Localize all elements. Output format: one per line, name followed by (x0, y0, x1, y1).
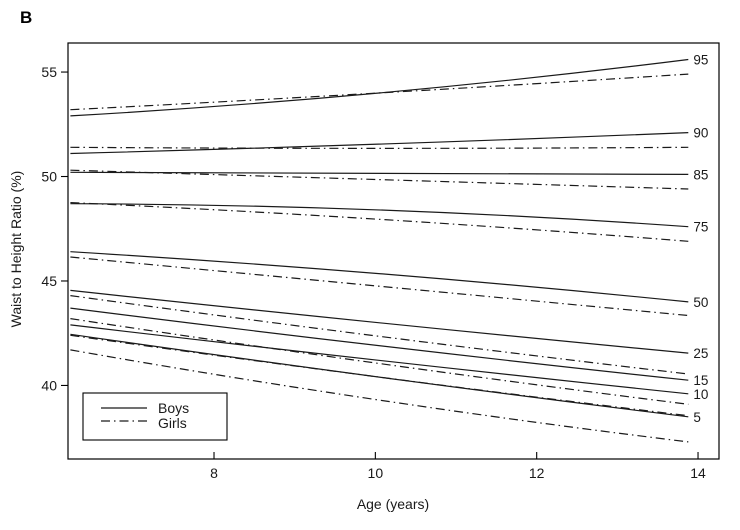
legend-box (82, 392, 228, 441)
y-axis-title: Waist to Height Ratio (%) (8, 170, 24, 328)
series-line-girls-p75 (70, 202, 689, 242)
x-tick-label: 10 (368, 465, 384, 481)
x-tick-label: 12 (529, 465, 545, 481)
series-line-boys-p25 (70, 289, 689, 354)
panel-label: B (20, 8, 33, 27)
percentile-label-85: 85 (693, 167, 708, 182)
series-line-girls-p90 (70, 146, 689, 149)
series-line-boys-p75 (70, 203, 689, 228)
series-line-girls-p25 (70, 295, 689, 375)
y-tick-label: 45 (41, 273, 57, 289)
y-tick-label: 55 (41, 64, 57, 80)
series-line-boys-p15 (70, 307, 689, 381)
legend-label-boys: Boys (158, 400, 189, 416)
series-line-girls-p85 (70, 169, 689, 190)
series-line-boys-p50 (70, 251, 689, 303)
percentile-label-5: 5 (693, 410, 701, 425)
percentile-label-15: 15 (693, 373, 708, 388)
percentile-label-75: 75 (693, 220, 708, 235)
x-tick-label: 8 (210, 465, 218, 481)
y-tick-label: 40 (41, 377, 57, 393)
series-line-boys-p5 (70, 333, 689, 418)
percentile-label-90: 90 (693, 126, 708, 141)
series-line-girls-p5 (70, 349, 689, 443)
percentile-label-95: 95 (693, 53, 708, 68)
series-line-girls-p95 (70, 73, 689, 111)
percentile-label-50: 50 (693, 295, 708, 310)
series-line-girls-p50 (70, 256, 689, 317)
series-line-boys-p95 (70, 58, 689, 117)
series-line-girls-p10 (70, 334, 689, 417)
series-line-boys-p85 (70, 171, 689, 175)
series-line-boys-p10 (70, 324, 689, 395)
series-line-boys-p90 (70, 132, 689, 155)
percentile-label-10: 10 (693, 387, 708, 402)
series-line-girls-p15 (70, 318, 689, 405)
legend-label-girls: Girls (158, 415, 187, 431)
x-axis-title: Age (years) (356, 496, 430, 512)
percentile-label-25: 25 (693, 346, 708, 361)
x-tick-label: 14 (690, 465, 706, 481)
y-tick-label: 50 (41, 169, 57, 185)
plot-box (67, 42, 720, 460)
